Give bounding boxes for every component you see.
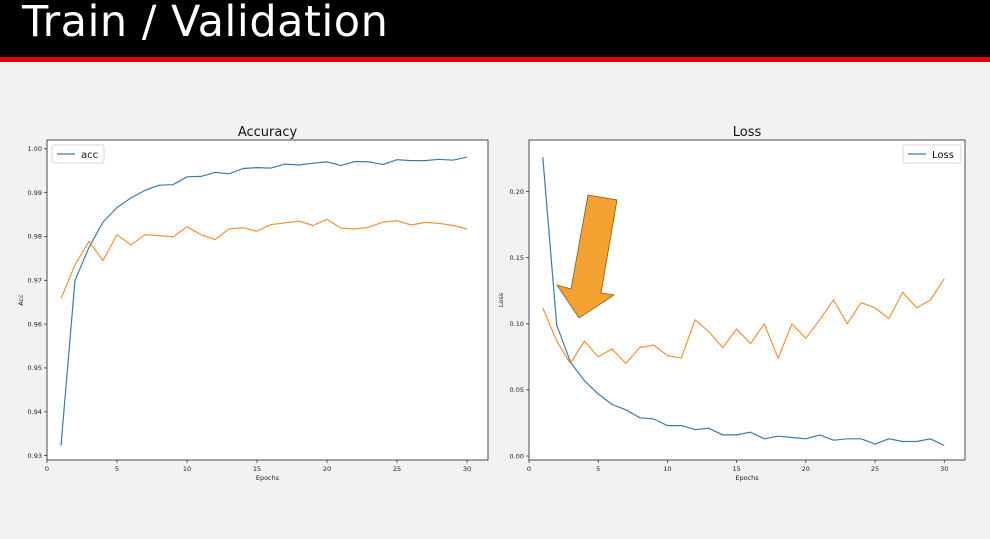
loss-chart: Loss 0 5 10 15 20 25 30 0.00 0.05 0.10 0.15 0.20 Epoc… <box>497 125 966 482</box>
x-tick-label: 0 <box>45 465 49 473</box>
x-tick-label: 0 <box>527 465 531 473</box>
arrow-shape <box>556 194 618 319</box>
y-tick-label: 1.00 <box>28 145 42 153</box>
y-tick-label: 0.97 <box>28 277 42 285</box>
legend <box>51 144 105 164</box>
accuracy-chart: Accuracy 0 5 10 15 20 25 30 0.93 0.94 0.95 0.96 0.97… <box>17 125 489 482</box>
x-tick-label: 10 <box>183 465 191 473</box>
y-tick-label: 0.00 <box>510 452 524 460</box>
x-tick-label: 5 <box>115 465 119 473</box>
legend <box>902 144 962 164</box>
series-line-series-2 <box>60 218 468 299</box>
x-tick-label: 5 <box>596 465 600 473</box>
chart-title: Loss <box>733 125 762 140</box>
x-tick-label: 30 <box>463 465 471 473</box>
y-tick-label: 0.93 <box>28 452 42 460</box>
plot-area <box>46 139 489 461</box>
arrow-down-left-icon <box>556 194 618 319</box>
x-axis-label: Epochs <box>256 474 280 482</box>
y-tick-label: 0.95 <box>28 364 42 372</box>
x-tick-label: 25 <box>871 465 879 473</box>
y-tick-label: 0.10 <box>510 320 524 328</box>
series-line-acc <box>60 156 468 446</box>
y-tick-label: 0.99 <box>28 189 42 197</box>
series-line-series-2 <box>542 278 945 365</box>
y-axis-label: Loss <box>497 292 505 307</box>
legend-label: Loss <box>932 150 954 161</box>
y-tick-label: 0.05 <box>510 386 524 394</box>
slide-title: Train / Validation <box>22 0 389 47</box>
y-tick-label: 0.20 <box>510 188 524 196</box>
chart-title: Accuracy <box>238 125 298 140</box>
y-axis-label: Acc <box>17 294 25 306</box>
x-tick-label: 10 <box>663 465 671 473</box>
x-axis-label: Epochs <box>735 474 759 482</box>
y-tick-label: 0.15 <box>510 254 524 262</box>
y-tick-label: 0.96 <box>28 320 42 328</box>
series-line-loss <box>542 157 945 447</box>
x-tick-label: 15 <box>253 465 261 473</box>
legend-label: acc <box>81 150 98 161</box>
x-tick-label: 20 <box>802 465 810 473</box>
title-bar: Train / Validation <box>0 0 990 57</box>
x-tick-label: 15 <box>732 465 740 473</box>
y-tick-label: 0.94 <box>28 408 42 416</box>
x-tick-label: 20 <box>323 465 331 473</box>
x-tick-label: 25 <box>393 465 401 473</box>
accent-rule <box>0 57 990 62</box>
y-tick-label: 0.98 <box>28 233 42 241</box>
x-tick-label: 30 <box>940 465 948 473</box>
